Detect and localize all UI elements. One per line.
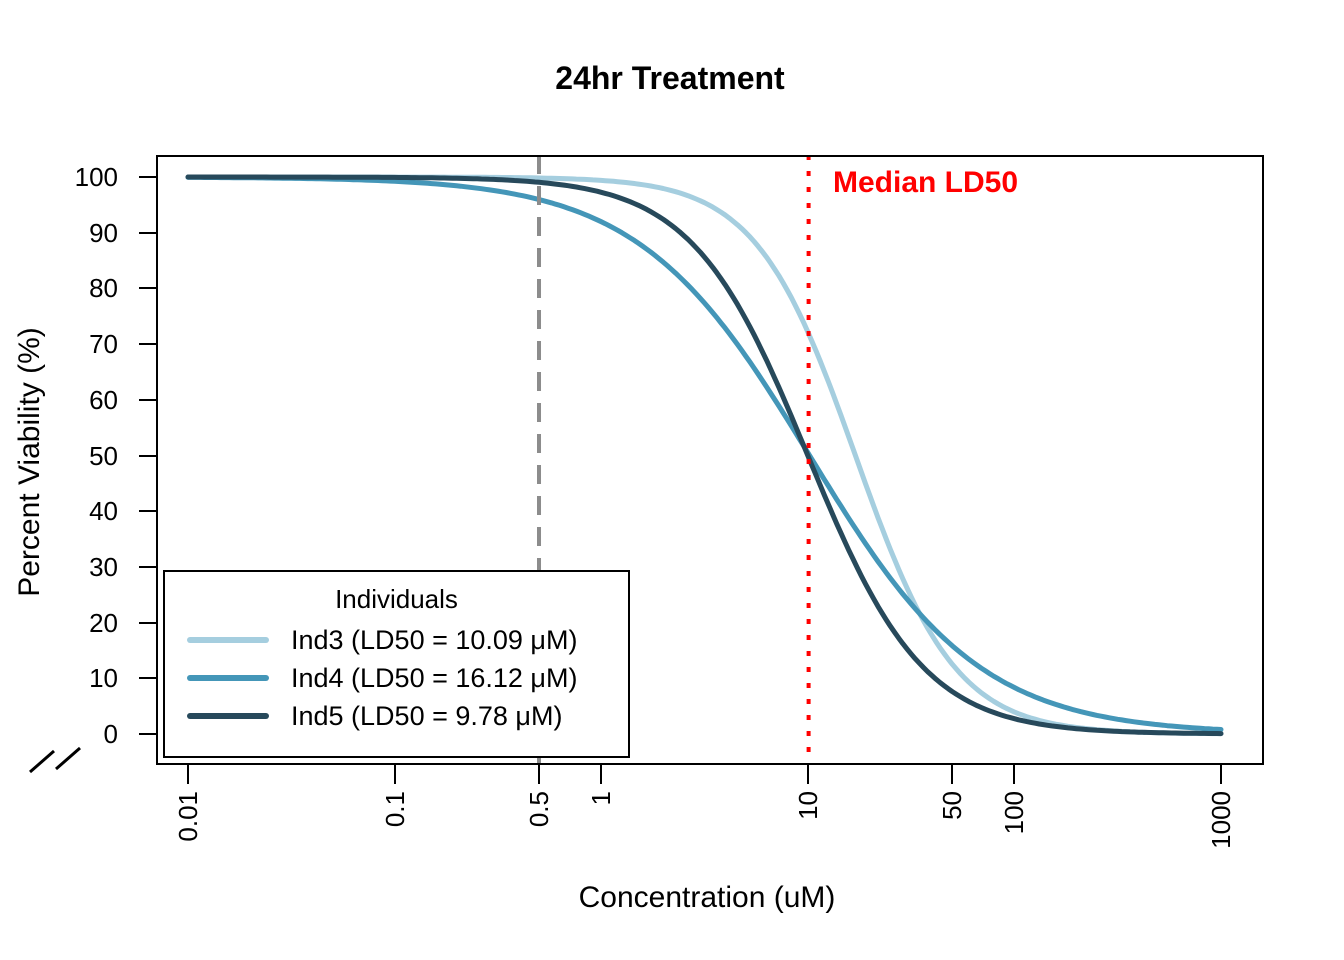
legend-label: Ind5 (LD50 = 9.78 μM): [291, 700, 563, 731]
legend-label: Ind4 (LD50 = 16.12 μM): [291, 662, 578, 693]
y-tick: [139, 677, 156, 680]
x-tick-label: 100: [999, 791, 1030, 835]
x-tick-label: 0.1: [379, 791, 410, 828]
y-tick: [139, 343, 156, 346]
y-tick-label: 20: [89, 607, 118, 638]
y-tick: [139, 231, 156, 234]
x-tick-label: 0.01: [173, 791, 203, 842]
x-tick-label: 0.5: [524, 791, 554, 828]
y-tick-label: 30: [89, 551, 118, 582]
legend-swatch-ind5: [187, 713, 269, 719]
y-tick-label: 90: [89, 217, 118, 248]
y-tick-label: 10: [89, 663, 118, 694]
y-tick-label: 60: [89, 384, 118, 415]
x-tick: [393, 765, 396, 784]
legend-swatch-ind4: [187, 675, 269, 681]
plot-border-box: [156, 155, 1264, 765]
median-ld50-annotation: Median LD50: [833, 166, 1019, 199]
y-tick: [139, 398, 156, 401]
x-tick: [1013, 765, 1016, 784]
x-tick-label: 10: [792, 791, 823, 820]
legend-item-ind5: Ind5 (LD50 = 9.78 μM): [165, 697, 628, 735]
legend-item-ind3: Ind3 (LD50 = 10.09 μM): [165, 621, 628, 659]
axis-break-icon: [29, 746, 81, 774]
legend-item-ind4: Ind4 (LD50 = 16.12 μM): [165, 659, 628, 697]
y-tick: [139, 454, 156, 457]
x-tick: [951, 765, 954, 784]
legend-label: Ind3 (LD50 = 10.09 μM): [291, 624, 578, 655]
x-tick: [806, 765, 809, 784]
chart-title: 24hr Treatment: [555, 60, 785, 96]
y-tick-label: 70: [89, 329, 118, 360]
legend-box: Individuals Ind3 (LD50 = 10.09 μM) Ind4 (…: [163, 570, 630, 758]
x-tick: [600, 765, 603, 784]
x-tick-label: 1000: [1206, 791, 1236, 849]
x-tick: [1220, 765, 1222, 784]
y-tick: [139, 621, 156, 624]
y-tick: [139, 733, 156, 735]
series-curves: [185, 174, 1224, 737]
legend-swatch-ind3: [187, 637, 269, 643]
y-tick-label: 40: [89, 496, 118, 527]
y-tick-label: 50: [89, 440, 118, 471]
x-tick: [538, 765, 540, 784]
x-tick: [187, 765, 189, 784]
legend-title: Individuals: [335, 584, 458, 614]
y-tick: [139, 510, 156, 513]
y-tick: [139, 287, 156, 290]
y-tick: [139, 176, 156, 178]
y-tick: [139, 565, 156, 568]
x-tick-label: 1: [586, 791, 617, 806]
x-axis-title: Concentration (uM): [578, 881, 836, 914]
x-tick-label: 50: [937, 791, 968, 820]
series-curve-ind5: [185, 174, 1224, 737]
y-tick-label: 80: [89, 273, 118, 304]
y-tick-label: 100: [74, 162, 118, 192]
series-curve-ind4: [185, 174, 1224, 732]
y-tick-label: 0: [103, 719, 118, 749]
legend-items: Ind3 (LD50 = 10.09 μM) Ind4 (LD50 = 16.12…: [165, 621, 628, 735]
